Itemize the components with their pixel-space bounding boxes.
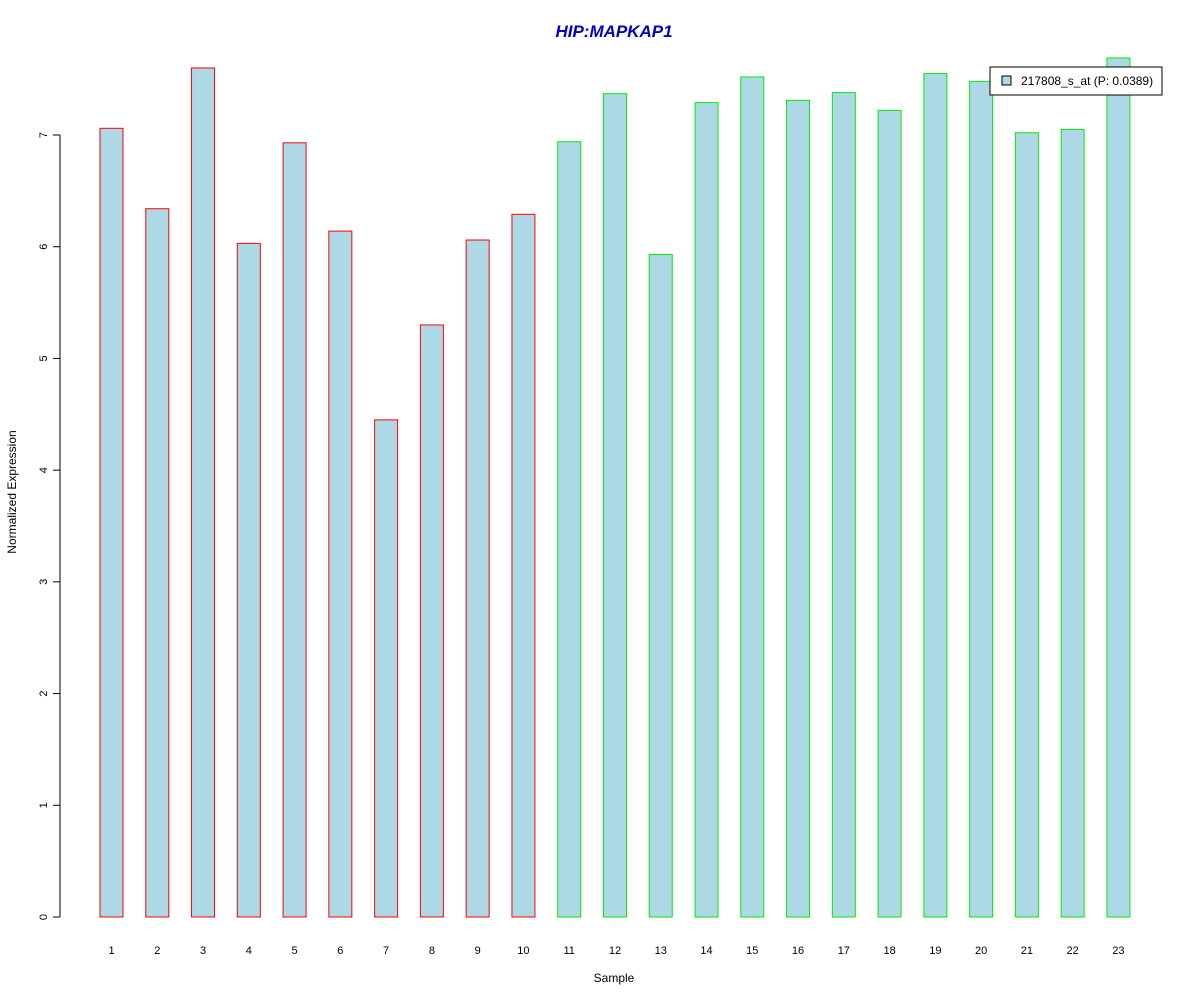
x-tick-labels: 1 2 3 4 5 6 7 8 9 10 11 12 13 14 15 16 17 18 19 20 21 22 23 [108, 945, 1124, 957]
bars-group [99, 57, 1131, 918]
x-axis-label: Sample [594, 971, 635, 985]
legend-label: 217808_s_at (P: 0.0389) [1021, 74, 1153, 88]
y-tick-label: 0 [38, 914, 50, 920]
bar-sample-14 [694, 102, 719, 918]
bar-sample-9 [465, 239, 490, 918]
bar-sample-20 [969, 80, 994, 918]
bar-sample-8 [419, 324, 444, 918]
x-tick-label: 9 [475, 945, 481, 957]
x-tick-label: 21 [1021, 945, 1033, 957]
y-tick-label: 6 [38, 244, 50, 250]
x-tick-label: 11 [563, 945, 574, 957]
x-tick-label: 6 [337, 945, 343, 957]
x-tick-label: 14 [700, 945, 712, 957]
bar-sample-1 [99, 127, 124, 918]
bar-sample-5 [282, 142, 307, 918]
x-tick-label: 2 [154, 945, 160, 957]
bar-sample-23 [1106, 57, 1131, 918]
bar-sample-19 [923, 73, 948, 918]
bar-sample-16 [786, 99, 811, 918]
y-tick-label: 4 [38, 467, 50, 473]
chart-title: HIP:MAPKAP1 [555, 22, 672, 41]
bar-sample-15 [740, 76, 765, 918]
y-tick-label: 1 [38, 802, 50, 808]
x-tick-label: 7 [383, 945, 389, 957]
x-tick-label: 18 [883, 945, 895, 957]
bar-sample-4 [236, 242, 261, 918]
x-tick-label: 15 [746, 945, 758, 957]
legend-swatch [1001, 75, 1012, 86]
y-tick-label: 3 [38, 579, 50, 585]
x-tick-label: 22 [1067, 945, 1079, 957]
bar-sample-3 [191, 67, 216, 918]
x-tick-label: 5 [292, 945, 298, 957]
x-tick-label: 19 [929, 945, 941, 957]
bar-sample-12 [602, 93, 627, 918]
legend-box [989, 66, 1163, 96]
bar-sample-10 [511, 213, 536, 918]
bar-sample-21 [1014, 132, 1039, 918]
bar-sample-18 [877, 109, 902, 918]
x-tick-label: 12 [609, 945, 621, 957]
x-tick-label: 17 [838, 945, 850, 957]
bar-sample-22 [1060, 128, 1085, 918]
bar-sample-17 [831, 92, 856, 918]
x-tick-label: 10 [517, 945, 529, 957]
x-tick-label: 23 [1112, 945, 1124, 957]
x-tick-label: 8 [429, 945, 435, 957]
bar-sample-2 [145, 208, 170, 918]
y-tick-label: 5 [38, 355, 50, 361]
y-axis-label: Normalized Expression [5, 430, 19, 553]
x-tick-label: 13 [655, 945, 667, 957]
x-tick-label: 1 [108, 945, 114, 957]
bar-sample-13 [648, 254, 673, 918]
bar-sample-6 [328, 230, 353, 918]
legend: 217808_s_at (P: 0.0389) [989, 66, 1163, 96]
x-tick-label: 4 [246, 945, 252, 957]
y-tick-label: 2 [38, 691, 50, 697]
x-tick-label: 16 [792, 945, 804, 957]
x-tick-label: 3 [200, 945, 206, 957]
y-axis: 0 1 2 3 4 5 6 7 [38, 132, 61, 920]
bar-sample-7 [374, 419, 399, 918]
x-tick-label: 20 [975, 945, 987, 957]
bar-sample-11 [557, 141, 582, 918]
y-tick-label: 7 [38, 132, 50, 138]
